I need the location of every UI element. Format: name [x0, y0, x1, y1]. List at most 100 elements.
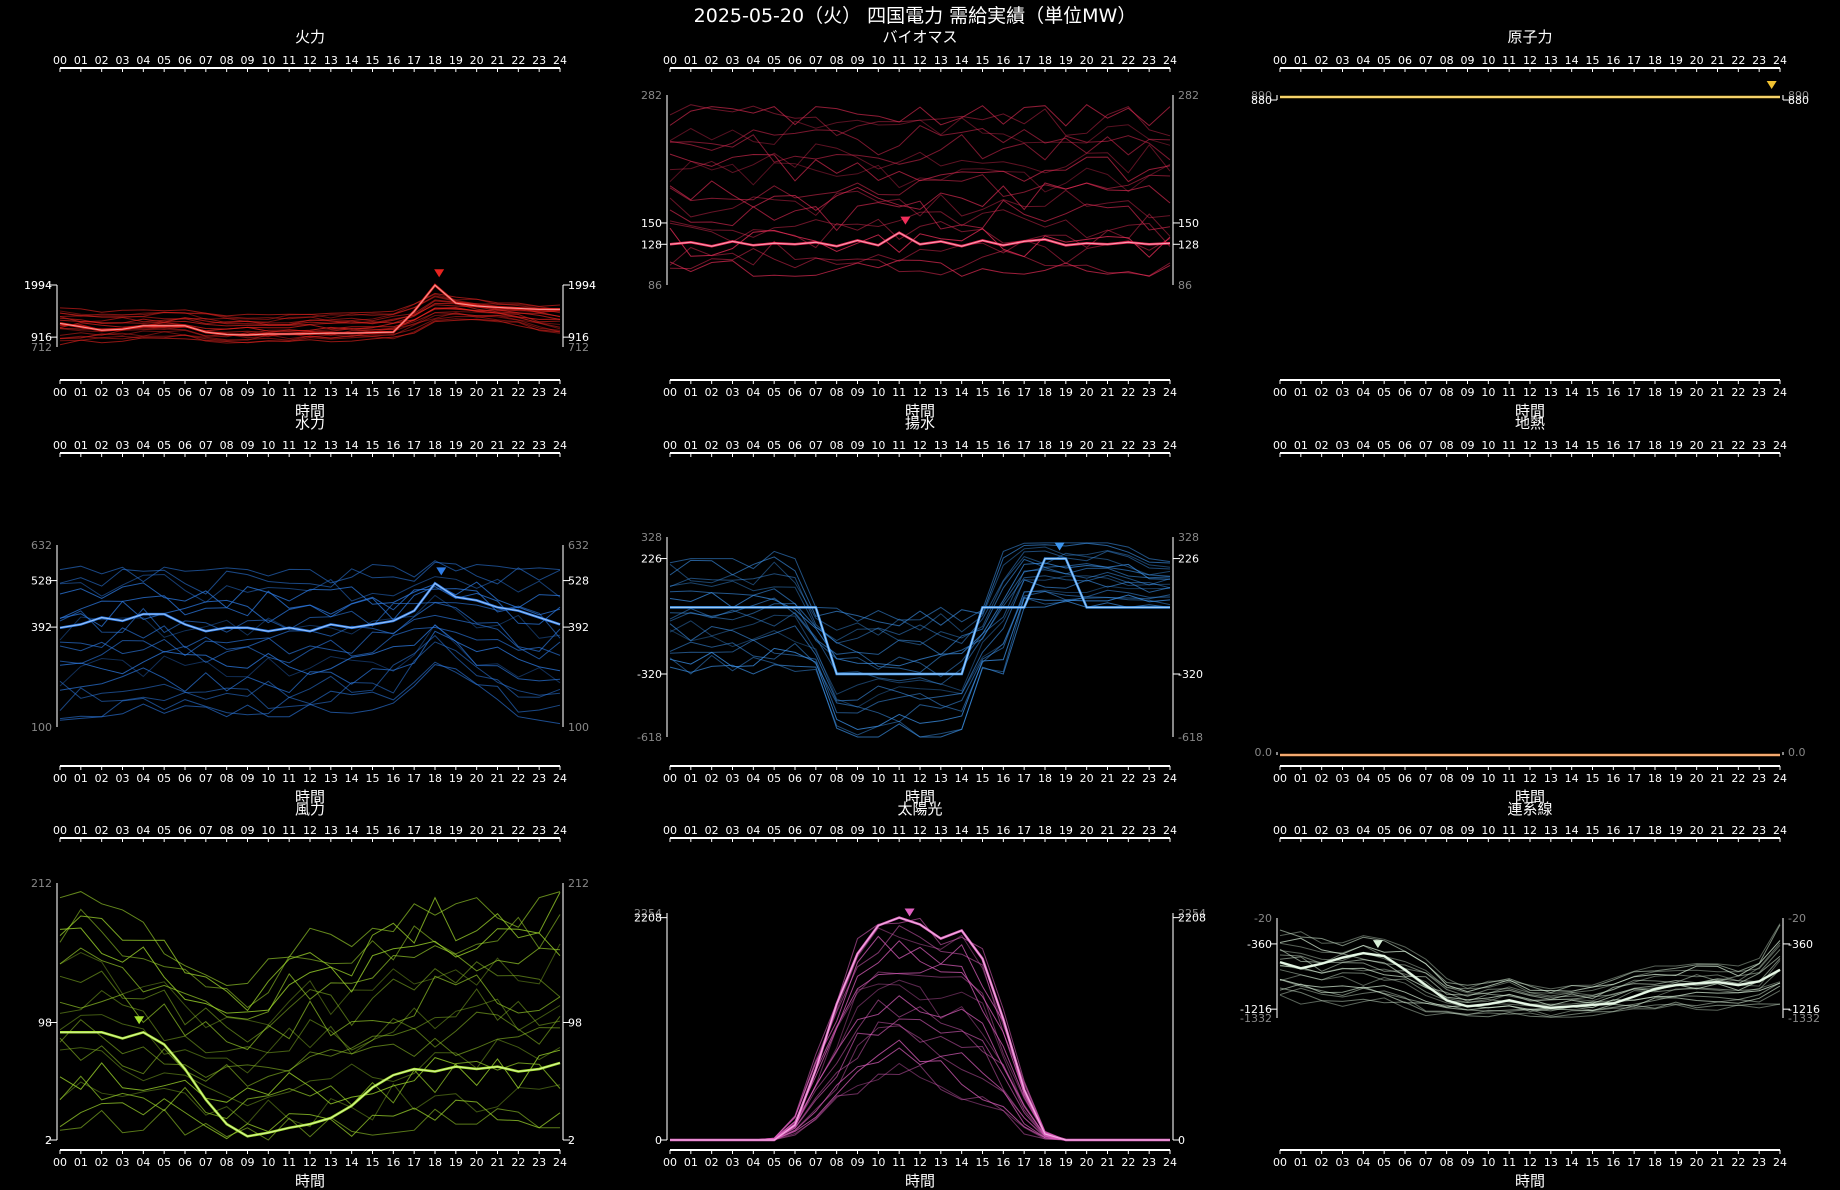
hour-tick-label: 08 [220, 824, 234, 837]
hour-tick-label: 04 [1356, 824, 1370, 837]
hour-tick-label: 04 [1356, 1156, 1370, 1169]
hour-tick-label: 01 [74, 772, 88, 785]
chart-title: 原子力 [1507, 28, 1552, 46]
hour-tick-label: 21 [1101, 824, 1115, 837]
hour-tick-label: 13 [934, 772, 948, 785]
hour-tick-label: 24 [1163, 54, 1177, 67]
hour-tick-label: 22 [1731, 439, 1745, 452]
background-series-line [59, 560, 561, 584]
x-axis-label: 時間 [1515, 788, 1545, 806]
hour-tick-label: 00 [663, 772, 677, 785]
hour-tick-label: 09 [241, 1156, 255, 1169]
hour-tick-label: 16 [1606, 824, 1620, 837]
y-tick-label: 2208 [634, 912, 662, 925]
background-series-line [59, 943, 561, 1029]
hour-tick-label: 10 [1481, 1156, 1495, 1169]
peak-marker [900, 216, 911, 225]
hour-tick-label: 07 [809, 824, 823, 837]
hour-tick-label: 15 [1586, 54, 1600, 67]
hour-tick-label: 22 [511, 1156, 525, 1169]
hour-tick-label: 10 [871, 772, 885, 785]
background-series-line [59, 601, 561, 639]
hour-tick-label: 03 [726, 772, 740, 785]
y-tick-label: 150 [1178, 217, 1199, 230]
y-tick-label: 1994 [24, 279, 52, 292]
hour-tick-label: 04 [746, 54, 760, 67]
hour-tick-label: 14 [345, 824, 359, 837]
hour-tick-label: 17 [407, 386, 421, 399]
hour-tick-label: 03 [726, 54, 740, 67]
hour-tick-label: 22 [511, 772, 525, 785]
hour-tick-label: 20 [1080, 1156, 1094, 1169]
background-series-line [669, 575, 1171, 695]
hour-tick-label: 07 [809, 54, 823, 67]
background-series-line [669, 124, 1171, 156]
hour-tick-label: 09 [1461, 1156, 1475, 1169]
hour-tick-label: 06 [1398, 824, 1412, 837]
hour-tick-label: 02 [95, 386, 109, 399]
y-tick-label: 226 [1178, 553, 1199, 566]
hour-tick-label: 02 [705, 54, 719, 67]
background-series-line [59, 630, 561, 694]
background-series-line [669, 209, 1171, 240]
hour-tick-label: 23 [532, 439, 546, 452]
background-series-line [669, 558, 1171, 656]
hour-tick-label: 13 [934, 386, 948, 399]
hour-tick-label: 22 [1121, 1156, 1135, 1169]
background-series-line [59, 1011, 561, 1078]
hour-tick-label: 06 [178, 54, 192, 67]
background-series-line [59, 1081, 561, 1128]
hour-tick-label: 13 [934, 1156, 948, 1169]
y-tick-label: -20 [1254, 912, 1272, 925]
hour-tick-label: 16 [1606, 439, 1620, 452]
hour-tick-label: 20 [470, 439, 484, 452]
hour-tick-label: 18 [1648, 439, 1662, 452]
hour-tick-label: 23 [1142, 772, 1156, 785]
hour-tick-label: 02 [1315, 54, 1329, 67]
hour-tick-label: 00 [663, 386, 677, 399]
hour-tick-label: 19 [1669, 772, 1683, 785]
hour-tick-label: 09 [1461, 824, 1475, 837]
background-series-line [59, 561, 561, 595]
hour-tick-label: 04 [746, 824, 760, 837]
y-tick-label: 0 [655, 1134, 662, 1147]
hour-tick-label: 02 [95, 824, 109, 837]
hour-tick-label: 09 [851, 824, 865, 837]
hour-tick-label: 17 [1017, 772, 1031, 785]
hour-tick-label: 24 [553, 824, 567, 837]
hour-tick-label: 19 [449, 1156, 463, 1169]
background-series-line [670, 940, 1170, 1141]
hour-tick-label: 00 [1273, 386, 1287, 399]
hour-tick-label: 13 [934, 824, 948, 837]
hour-tick-label: 22 [1121, 386, 1135, 399]
hour-tick-label: 05 [767, 439, 781, 452]
hour-tick-label: 03 [1336, 439, 1350, 452]
hour-tick-label: 22 [1731, 54, 1745, 67]
hour-tick-label: 03 [116, 439, 130, 452]
main-series-highlight [669, 232, 1171, 247]
hour-tick-label: 13 [324, 772, 338, 785]
hour-tick-label: 14 [1565, 439, 1579, 452]
background-series-line [669, 134, 1171, 165]
hour-tick-label: 04 [746, 439, 760, 452]
hour-tick-label: 20 [1080, 824, 1094, 837]
hour-tick-label: 23 [1142, 824, 1156, 837]
hour-tick-label: 07 [199, 824, 213, 837]
background-series-line [669, 227, 1171, 258]
hour-tick-label: 22 [1121, 772, 1135, 785]
background-series-line [59, 892, 561, 1012]
hour-tick-label: 07 [809, 386, 823, 399]
hour-tick-label: 06 [1398, 772, 1412, 785]
hour-tick-label: 20 [1690, 772, 1704, 785]
hour-tick-label: 17 [1017, 1156, 1031, 1169]
hour-tick-label: 21 [491, 1156, 505, 1169]
hour-tick-label: 11 [282, 439, 296, 452]
hour-tick-label: 19 [1059, 54, 1073, 67]
background-series-line [670, 1064, 1170, 1141]
hour-tick-label: 12 [913, 54, 927, 67]
y-tick-label: 212 [31, 877, 52, 890]
hour-tick-label: 20 [1080, 439, 1094, 452]
hour-tick-label: 18 [1038, 824, 1052, 837]
y-tick-label: -20 [1788, 912, 1806, 925]
hour-tick-label: 12 [303, 439, 317, 452]
